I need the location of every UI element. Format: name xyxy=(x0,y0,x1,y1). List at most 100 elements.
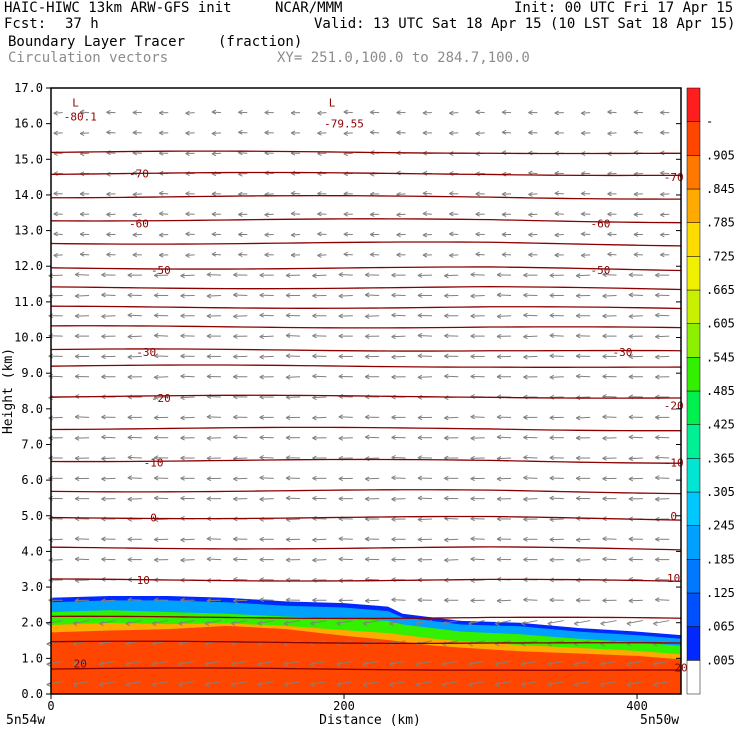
vector-arrow xyxy=(576,559,591,561)
vector-arrow xyxy=(365,578,380,581)
colorbar-swatch xyxy=(686,289,701,324)
vector-arrowhead xyxy=(496,354,502,360)
vector-arrowhead xyxy=(655,536,660,542)
vector-arrowhead xyxy=(206,476,212,482)
vector-arrowhead xyxy=(417,272,423,278)
vector-arrowhead xyxy=(417,353,423,359)
temperature-contour-line xyxy=(50,667,682,671)
vector-arrowhead xyxy=(602,353,607,359)
vector-arrowhead xyxy=(211,251,217,257)
vector-arrow xyxy=(317,233,327,236)
vector-arrowhead xyxy=(178,661,183,667)
vector-arrow xyxy=(628,578,643,581)
y-tick-label: 13.0 xyxy=(14,224,43,238)
vector-arrow xyxy=(75,437,90,439)
vector-arrowhead xyxy=(396,232,401,238)
vector-arrowhead xyxy=(496,556,502,562)
vector-arrowhead xyxy=(101,374,106,380)
vector-arrowhead xyxy=(74,496,80,502)
vector-arrowhead xyxy=(396,212,401,218)
model-title: HAIC-HIWC 13km ARW-GFS init xyxy=(4,0,232,16)
vector-arrowhead xyxy=(364,333,370,339)
vector-arrowhead xyxy=(125,641,131,647)
vector-arrowhead xyxy=(206,496,212,502)
vector-arrowhead xyxy=(602,373,607,379)
vector-arrowhead xyxy=(101,536,106,542)
vector-arrow xyxy=(497,599,512,602)
vector-arrowhead xyxy=(470,476,475,482)
vector-arrowhead xyxy=(600,621,605,627)
vector-arrowhead xyxy=(422,232,428,238)
vector-arrowhead xyxy=(259,272,264,278)
colorbar-label: .845 xyxy=(706,182,735,196)
vector-arrowhead xyxy=(338,496,344,502)
vector-arrow xyxy=(264,213,274,216)
vector-arrowhead xyxy=(580,130,586,136)
vector-arrowhead xyxy=(317,130,322,136)
temperature-contour-line xyxy=(50,348,682,352)
vector-arrowhead xyxy=(444,273,449,279)
contour-label: 0 xyxy=(670,510,677,523)
vector-arrowhead xyxy=(653,621,658,627)
vector-arrow xyxy=(365,436,380,439)
low-marker: L xyxy=(72,96,79,109)
temperature-contour-line xyxy=(50,615,682,620)
vector-arrowhead xyxy=(391,272,396,278)
vector-arrowhead xyxy=(72,661,78,667)
vector-arrowhead xyxy=(442,621,447,627)
vector-arrowhead xyxy=(496,598,502,604)
vector-arrow xyxy=(233,578,248,581)
vector-arrowhead xyxy=(600,682,605,687)
vector-arrowhead xyxy=(523,557,528,563)
vector-arrow xyxy=(211,253,221,256)
vector-arrowhead xyxy=(206,455,212,461)
vector-arrowhead xyxy=(338,353,344,359)
vector-arrowhead xyxy=(231,661,236,667)
vector-arrowhead xyxy=(53,211,58,217)
vector-arrowhead xyxy=(496,536,502,542)
vector-arrowhead xyxy=(233,272,238,278)
vector-arrow xyxy=(75,538,90,540)
vector-arrowhead xyxy=(153,597,159,603)
vector-arrowhead xyxy=(99,641,104,647)
vector-arrowhead xyxy=(523,454,528,460)
vector-arrow xyxy=(497,436,512,439)
vector-arrowhead xyxy=(415,621,421,627)
vector-arrow xyxy=(470,274,485,276)
vector-arrow xyxy=(312,274,327,277)
vector-arrowhead xyxy=(290,211,296,217)
vector-arrow xyxy=(655,498,670,500)
vector-arrow xyxy=(633,173,643,175)
vector-arrow xyxy=(101,477,116,480)
vector-arrowhead xyxy=(53,110,58,116)
contour-label: -50 xyxy=(590,264,610,277)
x-tick-label: 400 xyxy=(626,699,648,713)
vector-arrowhead xyxy=(132,130,138,136)
vector-arrowhead xyxy=(655,557,660,563)
vector-arrow xyxy=(449,233,459,236)
vector-arrowhead xyxy=(46,682,51,687)
vector-arrow xyxy=(523,335,538,338)
vector-arrowhead xyxy=(180,537,185,543)
vector-arrowhead xyxy=(53,252,58,258)
vector-arrowhead xyxy=(285,597,291,603)
vector-arrowhead xyxy=(153,557,159,563)
vector-arrow xyxy=(73,681,90,686)
vector-arrowhead xyxy=(101,292,106,298)
vector-arrow xyxy=(660,213,670,216)
vector-arrowhead xyxy=(575,353,581,359)
vector-arrowhead xyxy=(151,621,157,627)
vector-arrow xyxy=(523,599,538,601)
vector-arrow xyxy=(80,111,90,114)
vector-arrow xyxy=(468,660,485,665)
vector-arrowhead xyxy=(338,556,344,562)
vector-arrowhead xyxy=(46,641,51,647)
vector-arrowhead xyxy=(153,537,159,543)
vector-arrowhead xyxy=(626,621,632,627)
vector-arrow xyxy=(343,253,353,256)
vector-arrow xyxy=(125,660,142,665)
vector-arrowhead xyxy=(470,373,475,379)
contour-label: -70 xyxy=(664,171,684,184)
vector-arrowhead xyxy=(79,109,85,115)
vector-arrowhead xyxy=(523,312,528,318)
